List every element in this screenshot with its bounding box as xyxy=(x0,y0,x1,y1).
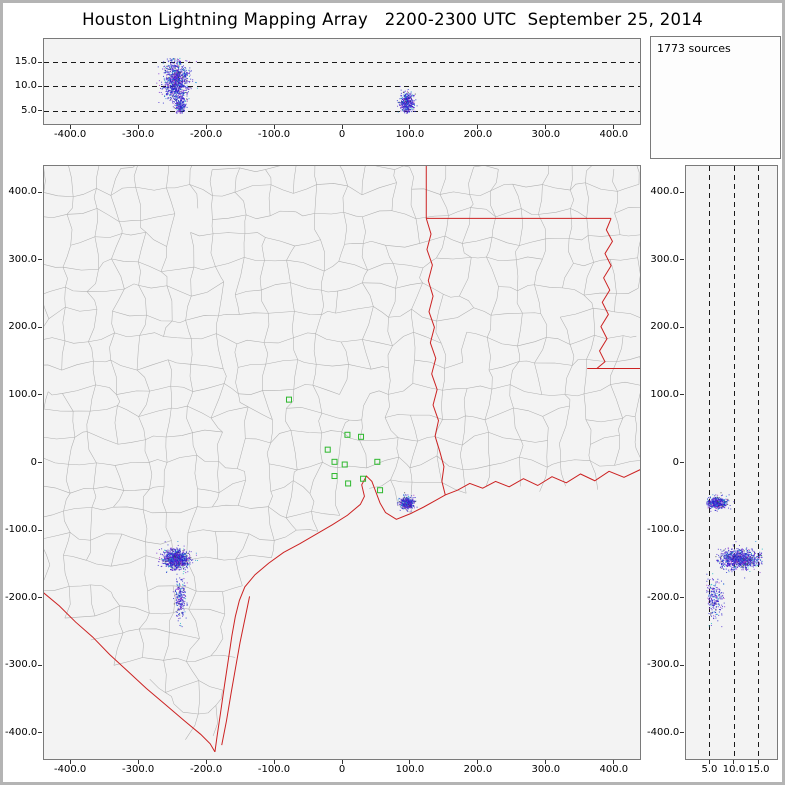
ns-tick-label: -200.0 xyxy=(647,591,680,603)
tick-mark xyxy=(137,125,139,129)
figure-title: Houston Lightning Mapping Array 2200-230… xyxy=(82,10,703,29)
tick-mark xyxy=(680,664,684,666)
altitude-tick-label: 10.0 xyxy=(722,764,746,775)
ns-tick-label: -100.0 xyxy=(5,524,38,536)
tick-mark xyxy=(341,760,343,764)
altitude-tick-label: 10.0 xyxy=(14,80,37,92)
ew-tick-label: 300.0 xyxy=(531,764,561,775)
altitude-tick-label: 5.0 xyxy=(21,104,37,116)
tick-mark xyxy=(137,760,139,764)
tick-mark xyxy=(38,664,42,666)
tick-mark xyxy=(613,760,615,764)
tick-mark xyxy=(680,732,684,734)
ew-tick-label: -300.0 xyxy=(122,129,155,140)
tick-mark xyxy=(38,85,42,87)
ew-tick-label: 400.0 xyxy=(599,764,629,775)
tick-mark xyxy=(545,125,547,129)
ns-tick-label: -300.0 xyxy=(5,659,38,671)
tick-mark xyxy=(205,125,207,129)
tick-mark xyxy=(38,259,42,261)
tick-mark xyxy=(545,760,547,764)
tick-mark xyxy=(69,125,71,129)
ew-tick-label: -100.0 xyxy=(257,764,291,775)
ew-tick-label: -200.0 xyxy=(189,764,223,775)
tick-mark xyxy=(708,760,710,764)
ew-tick-label: 100.0 xyxy=(395,129,425,140)
ns-tick-label: -300.0 xyxy=(647,659,680,671)
altitude-vs-northsouth-panel xyxy=(685,165,778,760)
tick-mark xyxy=(38,191,42,193)
tick-mark xyxy=(680,462,684,463)
tick-mark xyxy=(38,462,42,463)
altitude-tick-label: 5.0 xyxy=(701,764,718,775)
ew-tick-label: 300.0 xyxy=(531,129,561,140)
ns-tick-label: -400.0 xyxy=(647,726,680,738)
ns-tick-label: 100.0 xyxy=(8,388,37,400)
tick-mark xyxy=(680,259,684,261)
ns-tick-label: -200.0 xyxy=(5,591,38,603)
tick-mark xyxy=(69,760,71,764)
altitude-tick-label: 15.0 xyxy=(747,764,770,775)
ew-tick-label: 0 xyxy=(338,764,346,775)
plan-view-map-panel xyxy=(43,165,641,760)
tick-mark xyxy=(38,61,42,63)
ew-tick-label: -200.0 xyxy=(189,129,223,140)
altitude-tick-label: 15.0 xyxy=(14,56,37,68)
ns-tick-label: 100.0 xyxy=(650,388,679,400)
ns-tick-label: 0 xyxy=(672,456,679,468)
ew-tick-label: -100.0 xyxy=(257,129,291,140)
tick-mark xyxy=(680,394,684,396)
sources-count-label: 1773 sources xyxy=(657,42,731,55)
ns-tick-label: 300.0 xyxy=(8,253,37,265)
ew-tick-label: -400.0 xyxy=(54,764,87,775)
tick-mark xyxy=(38,110,42,111)
tick-mark xyxy=(409,760,411,764)
tick-mark xyxy=(409,125,411,129)
ew-tick-label: 400.0 xyxy=(599,129,629,140)
tick-mark xyxy=(341,125,343,129)
ns-tick-label: 0 xyxy=(30,456,37,468)
ew-tick-label: -400.0 xyxy=(54,129,87,140)
ns-tick-label: -400.0 xyxy=(5,726,38,738)
ew-tick-label: 0 xyxy=(338,129,346,140)
ns-tick-label: -100.0 xyxy=(647,524,680,536)
ew-tick-label: 200.0 xyxy=(463,764,493,775)
ns-tick-label: 400.0 xyxy=(8,186,37,198)
ns-tick-label: 200.0 xyxy=(650,321,679,333)
tick-mark xyxy=(38,326,42,328)
tick-mark xyxy=(757,760,759,764)
tick-mark xyxy=(205,760,207,764)
ns-tick-label: 300.0 xyxy=(650,253,679,265)
tick-mark xyxy=(680,597,684,599)
tick-mark xyxy=(680,326,684,328)
tick-mark xyxy=(273,125,275,129)
tick-mark xyxy=(477,760,479,764)
ns-tick-label: 400.0 xyxy=(650,186,679,198)
tick-mark xyxy=(38,732,42,734)
sources-box: 1773 sources xyxy=(650,36,781,159)
tick-mark xyxy=(733,760,735,764)
tick-mark xyxy=(477,125,479,129)
tick-mark xyxy=(38,394,42,396)
ew-tick-label: 200.0 xyxy=(463,129,493,140)
tick-mark xyxy=(613,125,615,129)
tick-mark xyxy=(38,597,42,599)
tick-mark xyxy=(38,529,42,531)
tick-mark xyxy=(680,529,684,531)
tick-mark xyxy=(680,191,684,193)
tick-mark xyxy=(273,760,275,764)
ew-tick-label: -300.0 xyxy=(122,764,155,775)
ns-tick-label: 200.0 xyxy=(8,321,37,333)
ew-tick-label: 100.0 xyxy=(395,764,425,775)
altitude-vs-eastwest-panel xyxy=(43,38,641,125)
